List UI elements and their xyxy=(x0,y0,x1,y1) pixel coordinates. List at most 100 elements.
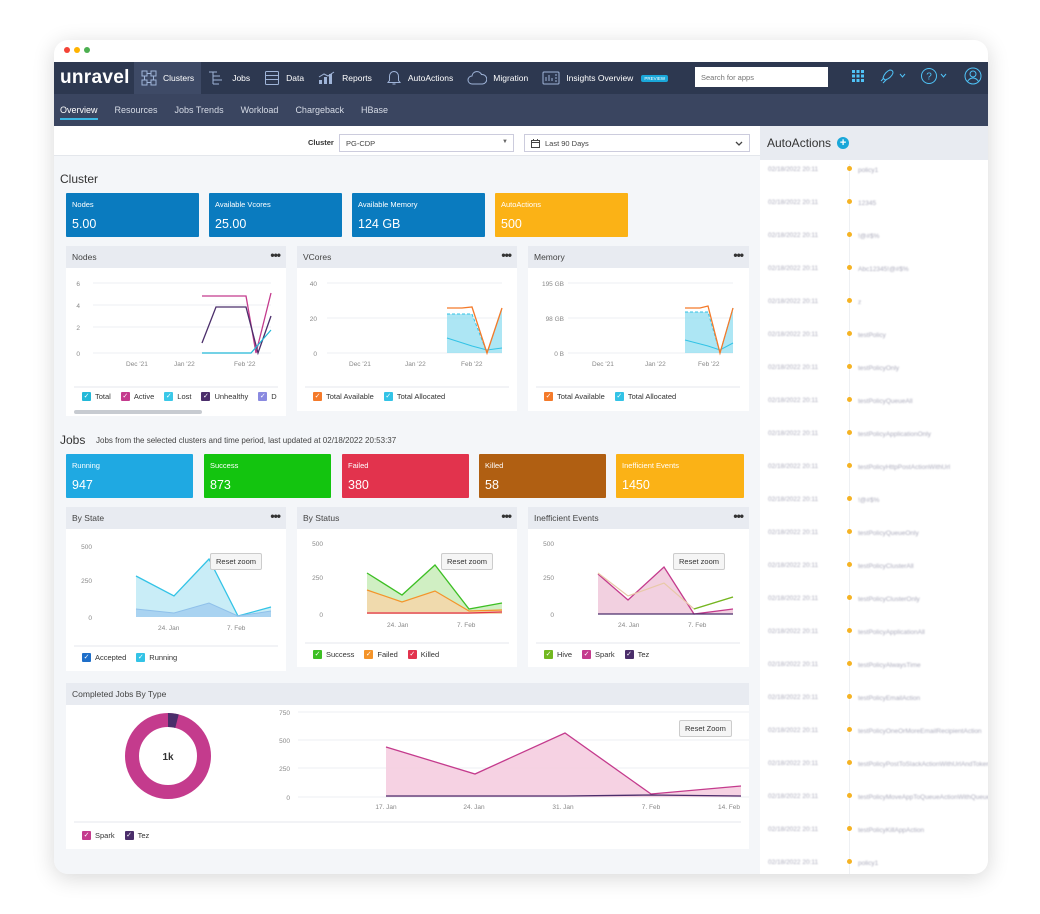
unravel-logo[interactable]: unravel xyxy=(60,67,130,88)
series-failed-area xyxy=(367,590,502,614)
vcores-legend: ✓ Total Available ✓ Total Allocated xyxy=(313,392,445,401)
tab-resources[interactable]: Resources xyxy=(114,105,158,115)
legend-item-total[interactable]: ✓ Total xyxy=(82,392,111,401)
series-accepted-area xyxy=(136,603,271,617)
legend-item-total-available[interactable]: ✓ Total Available xyxy=(544,392,605,401)
legend-item-failed[interactable]: ✓ Failed xyxy=(364,650,398,659)
kpi-nodes[interactable]: Nodes 5.00 xyxy=(66,193,199,237)
more-options-icon[interactable]: ••• xyxy=(501,509,512,523)
legend-item-success[interactable]: ✓ Success xyxy=(313,650,354,659)
legend-item-spark[interactable]: ✓ Spark xyxy=(582,650,615,659)
legend-item-active[interactable]: ✓ Active xyxy=(120,392,155,401)
help-icon[interactable]: ? xyxy=(920,67,950,85)
legend-item-tez[interactable]: ✓ Tez xyxy=(124,831,149,840)
checkbox-icon: ✓ xyxy=(82,831,91,840)
nav-reports[interactable]: Reports xyxy=(311,62,379,94)
reset-zoom-button[interactable]: Reset zoom xyxy=(673,553,726,570)
apps-grid-icon[interactable] xyxy=(852,70,864,82)
timeline-policy-name: testPolicyAlwaysTime xyxy=(858,662,921,669)
minimize-dot[interactable] xyxy=(74,47,80,53)
reset-zoom-button[interactable]: Reset zoom xyxy=(441,553,494,570)
cluster-filter-label: Cluster xyxy=(308,138,334,147)
x-axis-labels: 24. Jan 7. Feb xyxy=(387,622,476,629)
legend-label: Unhealthy xyxy=(214,392,249,401)
horizontal-scrollbar[interactable] xyxy=(74,410,202,414)
cluster-select-value: PG-CDP xyxy=(346,138,376,148)
x-tick-label: Feb '22 xyxy=(234,361,256,368)
kpi-failed[interactable]: Failed 380 xyxy=(342,454,469,498)
date-range-value: Last 90 Days xyxy=(545,138,589,148)
timeline-policy-name: testPolicyQueueOnly xyxy=(858,530,919,537)
x-tick-label: 7. Feb xyxy=(688,622,707,629)
kpi-vcores[interactable]: Available Vcores 25.00 xyxy=(209,193,342,237)
insights-icon xyxy=(542,71,560,85)
y-axis-labels: 195 GB 98 GB 0 B xyxy=(542,281,564,358)
donut-tez-slice xyxy=(167,713,179,728)
tab-overview[interactable]: Overview xyxy=(60,94,98,126)
more-options-icon[interactable]: ••• xyxy=(501,248,512,262)
tab-hbase[interactable]: HBase xyxy=(360,105,388,115)
user-avatar-icon[interactable] xyxy=(964,67,982,85)
kpi-inefficient-events[interactable]: Inefficient Events 1450 xyxy=(616,454,744,498)
x-axis-labels: 24. Jan 7. Feb xyxy=(158,625,246,632)
x-tick-label: 31. Jan xyxy=(552,804,574,811)
kpi-autoactions[interactable]: AutoActions 500 xyxy=(495,193,628,237)
card-title: Memory xyxy=(534,252,565,262)
more-options-icon[interactable]: ••• xyxy=(270,248,281,262)
nav-clusters[interactable]: Clusters xyxy=(134,62,202,94)
nav-jobs[interactable]: Jobs xyxy=(201,62,257,94)
kpi-value: 25.00 xyxy=(215,217,247,231)
more-options-icon[interactable]: ••• xyxy=(733,509,744,523)
nav-migration[interactable]: Migration xyxy=(460,62,535,94)
kpi-value: 124 GB xyxy=(358,217,401,231)
legend-item-unhealthy[interactable]: ✓ Unhealthy xyxy=(201,392,248,401)
tab-jobs-trends[interactable]: Jobs Trends xyxy=(174,105,224,115)
filter-bar: Cluster PG-CDP ▼ Last 90 Days xyxy=(54,126,760,156)
date-range-select[interactable]: Last 90 Days xyxy=(524,134,750,152)
card-title: By State xyxy=(72,513,105,523)
maximize-dot[interactable] xyxy=(84,47,90,53)
close-dot[interactable] xyxy=(64,47,70,53)
kpi-running[interactable]: Running 947 xyxy=(66,454,193,498)
kpi-memory[interactable]: Available Memory 124 GB xyxy=(352,193,485,237)
sidebar-title: AutoActions xyxy=(767,136,832,150)
x-tick-label: 24. Jan xyxy=(158,625,180,632)
legend-item-tez[interactable]: ✓ Tez xyxy=(624,650,649,659)
x-tick-label: 7. Feb xyxy=(642,804,661,811)
reset-zoom-button[interactable]: Reset Zoom xyxy=(679,720,732,737)
nav-autoactions[interactable]: AutoActions xyxy=(379,62,460,94)
window-controls xyxy=(64,47,90,53)
more-options-icon[interactable]: ••• xyxy=(270,509,281,523)
memory-legend: ✓ Total Available ✓ Total Allocated xyxy=(544,392,676,401)
nav-insights-overview[interactable]: Insights Overview PREVIEW xyxy=(535,62,675,94)
legend-label: Active xyxy=(133,392,155,401)
kpi-killed[interactable]: Killed 58 xyxy=(479,454,606,498)
nav-data[interactable]: Data xyxy=(257,62,311,94)
search-input[interactable] xyxy=(695,67,828,87)
legend-item-total-allocated[interactable]: ✓ Total Allocated xyxy=(614,392,676,401)
legend-item-killed[interactable]: ✓ Killed xyxy=(407,650,439,659)
y-tick-label: 250 xyxy=(312,575,323,582)
series-spark-area xyxy=(598,567,733,614)
kpi-success[interactable]: Success 873 xyxy=(204,454,331,498)
legend-item-d[interactable]: ✓ D xyxy=(258,392,277,401)
more-options-icon[interactable]: ••• xyxy=(733,248,744,262)
legend-item-spark[interactable]: ✓ Spark xyxy=(82,831,115,840)
y-tick-label: 195 GB xyxy=(542,281,564,288)
tab-workload[interactable]: Workload xyxy=(240,105,279,115)
cluster-select[interactable]: PG-CDP ▼ xyxy=(339,134,514,152)
series-total-line xyxy=(202,329,272,354)
reset-zoom-button[interactable]: Reset zoom xyxy=(210,553,263,570)
legend-item-total-available[interactable]: ✓ Total Available xyxy=(313,392,374,401)
series-spark-area xyxy=(386,733,741,797)
rocket-icon[interactable] xyxy=(878,68,906,84)
legend-item-running[interactable]: ✓ Running xyxy=(136,653,177,662)
legend-item-total-allocated[interactable]: ✓ Total Allocated xyxy=(383,392,445,401)
tab-chargeback[interactable]: Chargeback xyxy=(295,105,344,115)
legend-item-hive[interactable]: ✓ Hive xyxy=(544,650,572,659)
add-icon[interactable]: + xyxy=(837,137,850,149)
legend-label: Running xyxy=(149,653,178,662)
legend-item-accepted[interactable]: ✓ Accepted xyxy=(82,653,126,662)
nodes-legend: ✓ Total ✓ Active ✓ Lost ✓ Unhealthy ✓ D xyxy=(82,392,277,401)
legend-item-lost[interactable]: ✓ Lost xyxy=(164,392,191,401)
